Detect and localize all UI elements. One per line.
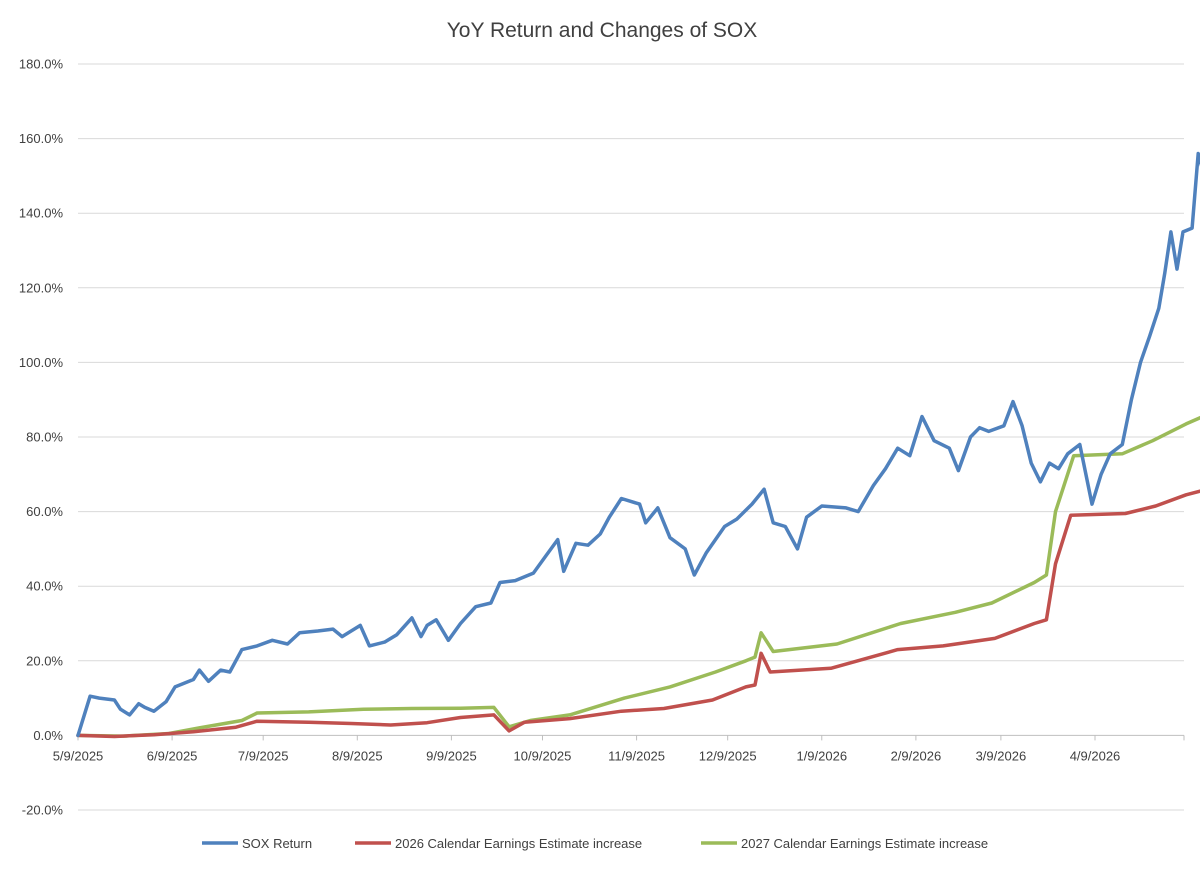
y-tick-label: 180.0%	[19, 57, 64, 72]
series-line-3	[76, 415, 1200, 738]
x-tick-label: 10/9/2025	[514, 748, 572, 763]
y-tick-label: -20.0%	[22, 803, 64, 818]
plot-area	[76, 151, 1200, 739]
gridlines	[78, 63, 1184, 811]
x-tick-label: 9/9/2025	[426, 748, 477, 763]
y-tick-label: 20.0%	[26, 653, 63, 668]
legend: SOX Return 2026 Calendar Earnings Estimat…	[202, 836, 988, 851]
x-tick-label: 3/9/2026	[976, 748, 1027, 763]
y-tick-label: 160.0%	[19, 131, 64, 146]
y-axis: -20.0% 0.0% 20.0% 40.0% 60.0% 80.0% 100.0% 120.…	[19, 57, 64, 818]
x-axis: 5/9/2025 6/9/2025 7/9/2025 8/9/2025 9/9/2025…	[53, 734, 1185, 763]
legend-label: 2027 Calendar Earnings Estimate increase	[741, 836, 988, 851]
legend-label: SOX Return	[242, 836, 312, 851]
series-line-2	[76, 489, 1200, 739]
y-tick-label: 0.0%	[33, 728, 63, 743]
x-tick-label: 4/9/2026	[1070, 748, 1121, 763]
x-tick-label: 7/9/2025	[238, 748, 289, 763]
chart-title: YoY Return and Changes of SOX	[447, 19, 758, 42]
y-tick-label: 100.0%	[19, 355, 64, 370]
x-tick-label: 8/9/2025	[332, 748, 383, 763]
x-tick-label: 6/9/2025	[147, 748, 198, 763]
x-tick-label: 12/9/2025	[699, 748, 757, 763]
x-tick-label: 1/9/2026	[796, 748, 847, 763]
y-tick-label: 60.0%	[26, 504, 63, 519]
x-tick-label: 2/9/2026	[891, 748, 942, 763]
y-tick-label: 140.0%	[19, 206, 64, 221]
y-tick-label: 40.0%	[26, 579, 63, 594]
y-tick-label: 120.0%	[19, 280, 64, 295]
x-tick-label: 11/9/2025	[608, 748, 665, 763]
series-line-1	[76, 151, 1200, 738]
x-tick-label: 5/9/2025	[53, 748, 104, 763]
legend-label: 2026 Calendar Earnings Estimate increase	[395, 836, 642, 851]
y-tick-label: 80.0%	[26, 430, 63, 445]
